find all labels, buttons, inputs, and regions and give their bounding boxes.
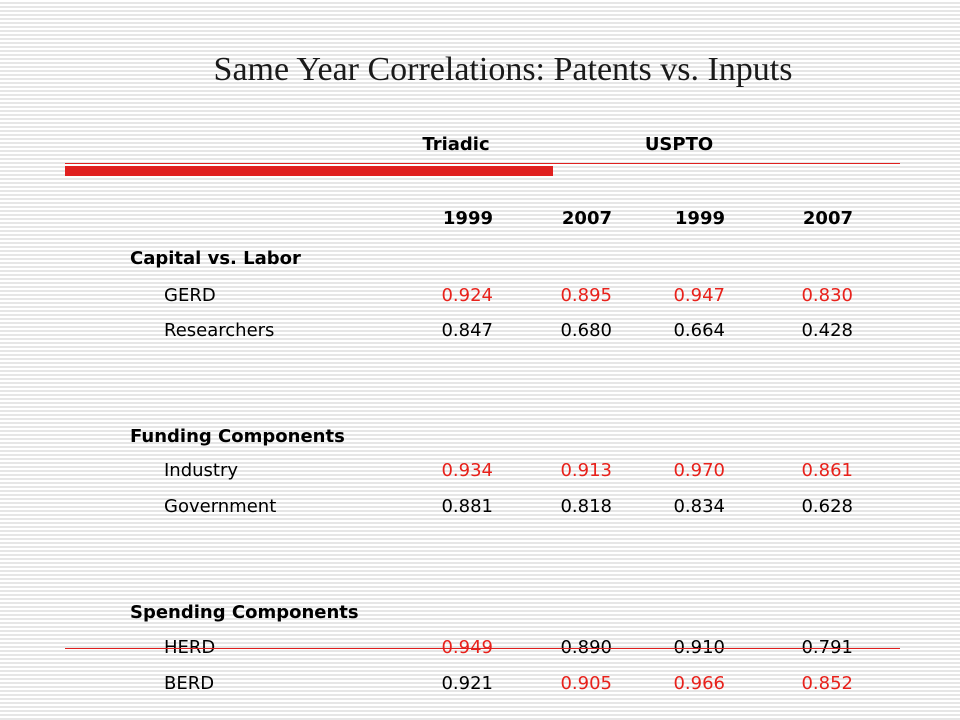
value-cell: 0.970 [673, 460, 725, 481]
accent-rule-herd [65, 648, 900, 649]
row-label: Researchers [164, 320, 275, 341]
row-label: HERD [164, 637, 216, 658]
value-cell: 0.791 [801, 637, 853, 658]
section-heading-row: Spending Components [0, 602, 960, 624]
row-label: Government [164, 496, 277, 517]
row-label: BERD [164, 673, 215, 694]
value-cell: 0.910 [673, 637, 725, 658]
value-cell: 0.890 [560, 637, 612, 658]
value-cell: 0.949 [441, 637, 493, 658]
value-cell: 0.881 [441, 496, 493, 517]
value-cell: 0.934 [441, 460, 493, 481]
table-row: Industry 0.934 0.913 0.970 0.861 [0, 460, 960, 482]
section-heading: Spending Components [130, 602, 359, 623]
column-group-header-row: Triadic USPTO [0, 134, 960, 156]
value-cell: 0.628 [801, 496, 853, 517]
accent-rule-thin [65, 163, 900, 164]
table-row: Government 0.881 0.818 0.834 0.628 [0, 496, 960, 518]
slide-title: Same Year Correlations: Patents vs. Inpu… [213, 51, 793, 88]
value-cell: 0.680 [560, 320, 612, 341]
value-cell: 0.895 [560, 285, 612, 306]
section-heading-row: Funding Components [0, 426, 960, 448]
row-label: GERD [164, 285, 216, 306]
year-header-row: 1999 2007 1999 2007 [0, 208, 960, 230]
value-cell: 0.664 [673, 320, 725, 341]
column-group-triadic: Triadic [422, 134, 490, 155]
value-cell: 0.830 [801, 285, 853, 306]
table-row: HERD 0.949 0.890 0.910 0.791 [0, 637, 960, 659]
year-header: 2007 [561, 208, 612, 229]
table-row: Researchers 0.847 0.680 0.664 0.428 [0, 320, 960, 342]
value-cell: 0.852 [801, 673, 853, 694]
value-cell: 0.966 [673, 673, 725, 694]
column-group-uspto: USPTO [644, 134, 714, 155]
value-cell: 0.818 [560, 496, 612, 517]
row-label: Industry [164, 460, 239, 481]
section-heading: Funding Components [130, 426, 345, 447]
table-row: GERD 0.924 0.895 0.947 0.830 [0, 285, 960, 307]
value-cell: 0.861 [801, 460, 853, 481]
section-heading-row: Capital vs. Labor [0, 248, 960, 270]
value-cell: 0.834 [673, 496, 725, 517]
value-cell: 0.847 [441, 320, 493, 341]
table-row: BERD 0.921 0.905 0.966 0.852 [0, 673, 960, 695]
value-cell: 0.905 [560, 673, 612, 694]
year-header: 2007 [802, 208, 853, 229]
section-heading: Capital vs. Labor [130, 248, 301, 269]
value-cell: 0.924 [441, 285, 493, 306]
accent-rule-thick [65, 166, 553, 176]
year-header: 1999 [674, 208, 725, 229]
value-cell: 0.947 [673, 285, 725, 306]
value-cell: 0.913 [560, 460, 612, 481]
value-cell: 0.428 [801, 320, 853, 341]
value-cell: 0.921 [441, 673, 493, 694]
year-header: 1999 [442, 208, 493, 229]
